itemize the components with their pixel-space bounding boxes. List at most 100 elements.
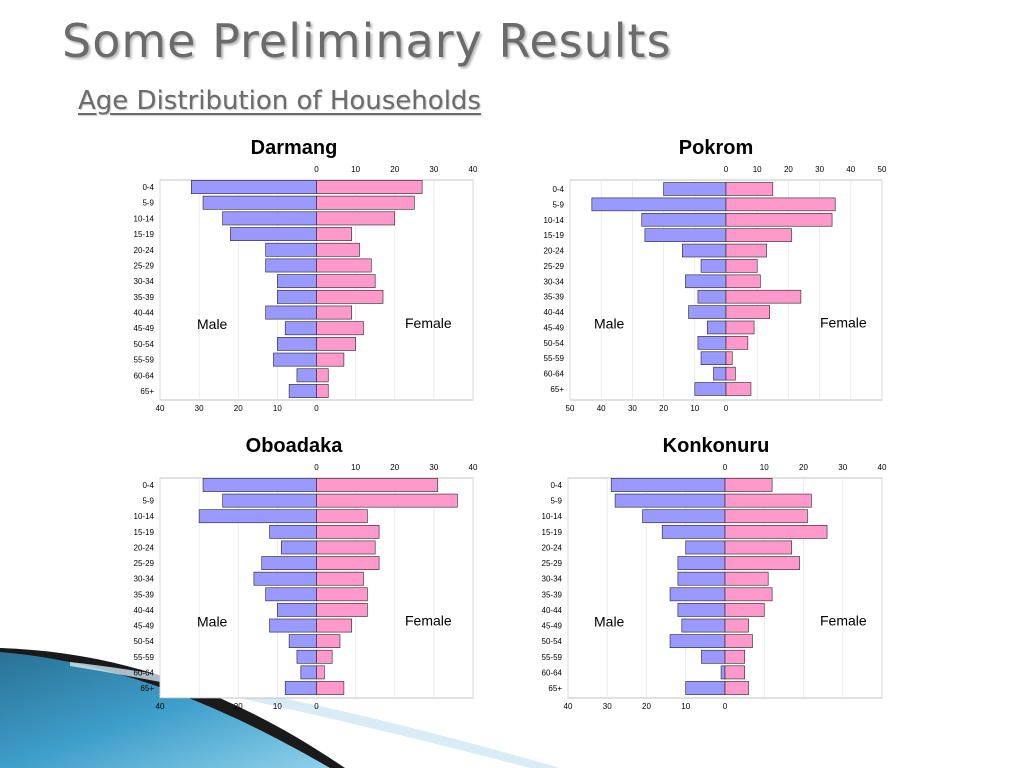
konkonuru-male-bar-35-39 <box>669 587 726 602</box>
darmang-top-tick-label: 0 <box>314 165 319 174</box>
darmang-male-bar-60-64 <box>296 368 317 383</box>
pokrom-male-bar-40-44 <box>688 305 727 319</box>
oboadaka-age-label: 0-4 <box>142 481 154 490</box>
darmang-age-label: 55-59 <box>134 356 155 365</box>
darmang-age-label: 15-19 <box>134 230 155 239</box>
konkonuru-female-bar-55-59 <box>724 649 745 664</box>
oboadaka-bottom-tick-label: 40 <box>156 702 165 711</box>
konkonuru-age-label: 20-24 <box>542 543 563 552</box>
pokrom-age-label: 5-9 <box>552 200 564 209</box>
oboadaka-male-bar-20-24 <box>280 540 317 555</box>
pokrom-top-tick-label: 30 <box>815 165 824 174</box>
oboadaka-age-label: 5-9 <box>142 497 154 506</box>
konkonuru-age-label: 45-49 <box>542 622 563 631</box>
pokrom-male-bar-50-54 <box>697 336 727 350</box>
pokrom-top-tick-label: 10 <box>753 165 762 174</box>
pokrom-bottom-tick-label: 40 <box>597 404 606 413</box>
konkonuru-top-tick-label: 0 <box>723 463 728 472</box>
oboadaka-bottom-tick-label: 10 <box>273 702 282 711</box>
oboadaka-age-label: 25-29 <box>134 559 155 568</box>
pokrom-age-label: 0-4 <box>552 185 564 194</box>
darmang-female-bar-65plus <box>316 384 329 398</box>
konkonuru-bottom-tick-label: 10 <box>681 702 690 711</box>
pokrom-age-label: 65+ <box>550 385 564 394</box>
konkonuru-bottom-tick-label: 40 <box>564 702 573 711</box>
darmang-age-label: 10-14 <box>134 214 155 223</box>
konkonuru-bottom-tick-label: 30 <box>603 702 612 711</box>
konkonuru-female-label: Female <box>820 613 867 629</box>
darmang-bottom-tick-label: 20 <box>234 404 243 413</box>
oboadaka-male-bar-0-4 <box>202 478 317 492</box>
oboadaka-female-bar-15-19 <box>316 524 380 539</box>
oboadaka-age-label: 60-64 <box>134 668 155 677</box>
konkonuru-bottom-tick-label: 0 <box>723 702 728 711</box>
darmang-male-bar-35-39 <box>277 289 317 304</box>
oboadaka-top-tick-label: 20 <box>390 463 399 472</box>
pokrom-male-bar-15-19 <box>644 228 727 242</box>
konkonuru-female-bar-60-64 <box>724 665 745 680</box>
oboadaka-female-bar-35-39 <box>316 587 368 602</box>
darmang-female-bar-20-24 <box>316 242 360 257</box>
darmang-female-bar-25-29 <box>316 258 372 273</box>
konkonuru-age-label: 55-59 <box>542 653 563 662</box>
konkonuru-male-bar-60-64 <box>720 665 726 680</box>
oboadaka-age-label: 45-49 <box>134 622 155 631</box>
darmang-female-bar-45-49 <box>316 321 364 336</box>
darmang-age-label: 30-34 <box>134 277 155 286</box>
oboadaka-female-bar-25-29 <box>316 556 380 570</box>
pokrom-bottom-tick-label: 20 <box>659 404 668 413</box>
darmang-male-bar-50-54 <box>277 337 317 351</box>
pokrom-female-bar-25-29 <box>725 259 758 273</box>
darmang-age-label: 25-29 <box>134 261 155 270</box>
konkonuru-female-bar-65plus <box>724 681 749 695</box>
konkonuru-male-bar-55-59 <box>701 649 726 664</box>
darmang-female-bar-50-54 <box>316 337 356 351</box>
konkonuru-male-bar-20-24 <box>685 540 726 555</box>
darmang-male-bar-40-44 <box>265 305 317 320</box>
konkonuru-male-bar-45-49 <box>681 618 726 633</box>
darmang-male-bar-25-29 <box>265 258 317 273</box>
pokrom-age-label: 30-34 <box>544 277 565 286</box>
pokrom-age-label: 20-24 <box>544 247 565 256</box>
pokrom-age-label: 55-59 <box>544 354 565 363</box>
oboadaka-age-label: 50-54 <box>134 637 155 646</box>
darmang-male-bar-0-4 <box>190 180 317 194</box>
pokrom-top-tick-label: 50 <box>878 165 887 174</box>
darmang-pyramid-chart: Darmang 0 10 20 30 40 40 30 20 10 0 0-4 5-9 10-14 15-1… <box>134 137 478 413</box>
konkonuru-female-bar-5-9 <box>724 493 812 508</box>
slide-subtitle: Age Distribution of Households <box>78 86 481 116</box>
darmang-age-label: 5-9 <box>142 199 154 208</box>
oboadaka-male-bar-50-54 <box>288 634 317 649</box>
pokrom-age-label: 10-14 <box>544 216 565 225</box>
slide-title: Some Preliminary Results <box>62 14 672 68</box>
oboadaka-age-label: 35-39 <box>134 590 155 599</box>
konkonuru-female-bar-35-39 <box>724 587 773 602</box>
darmang-female-bar-35-39 <box>316 289 384 304</box>
pokrom-male-bar-35-39 <box>697 289 727 304</box>
konkonuru-age-label: 10-14 <box>542 512 563 521</box>
darmang-top-tick-label: 10 <box>351 165 360 174</box>
konkonuru-male-bar-10-14 <box>642 509 726 524</box>
oboadaka-female-bar-45-49 <box>316 618 353 633</box>
pokrom-top-tick-label: 0 <box>724 165 729 174</box>
oboadaka-age-label: 55-59 <box>134 653 155 662</box>
pokrom-top-tick-label: 40 <box>846 165 855 174</box>
pokrom-male-bar-55-59 <box>700 351 727 365</box>
pokrom-female-bar-65plus <box>725 382 752 396</box>
pokrom-bottom-tick-label: 50 <box>566 404 575 413</box>
konkonuru-top-tick-label: 10 <box>760 463 769 472</box>
pokrom-male-bar-45-49 <box>706 320 727 335</box>
pokrom-female-bar-40-44 <box>725 305 770 319</box>
oboadaka-male-bar-65plus <box>284 681 317 695</box>
konkonuru-age-label: 0-4 <box>550 481 562 490</box>
oboadaka-male-bar-15-19 <box>269 524 317 539</box>
darmang-top-tick-label: 20 <box>390 165 399 174</box>
konkonuru-male-bar-25-29 <box>677 556 726 570</box>
pokrom-bottom-tick-label: 30 <box>628 404 637 413</box>
darmang-bottom-tick-label: 40 <box>156 404 165 413</box>
darmang-female-bar-60-64 <box>316 368 329 383</box>
darmang-male-bar-5-9 <box>202 195 317 210</box>
konkonuru-age-label: 30-34 <box>542 575 563 584</box>
darmang-male-label: Male <box>197 316 228 332</box>
pokrom-female-bar-45-49 <box>725 320 755 335</box>
